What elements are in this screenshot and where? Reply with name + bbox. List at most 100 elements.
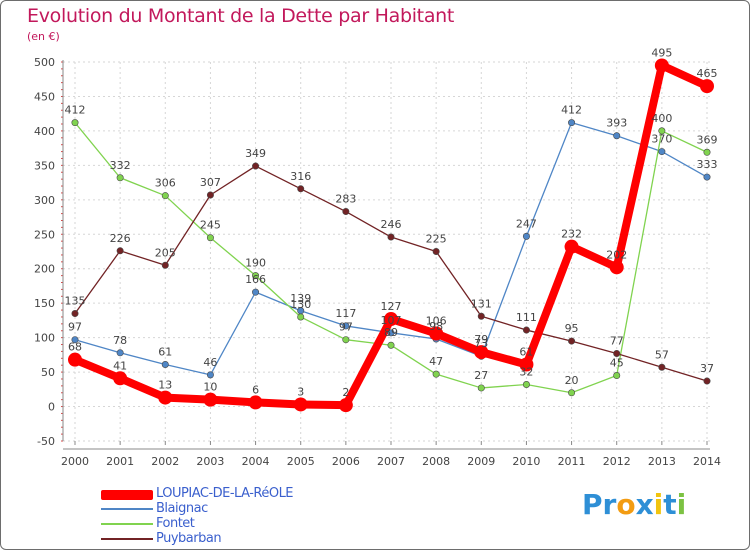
data-point	[429, 326, 444, 341]
data-label: 465	[697, 67, 718, 80]
data-label: 6	[252, 383, 259, 396]
data-point	[703, 148, 711, 156]
logo-letter: r	[602, 488, 617, 521]
data-point	[71, 119, 79, 127]
data-label: 111	[516, 311, 537, 324]
data-label: 117	[335, 307, 356, 320]
data-point	[432, 370, 440, 378]
legend-swatch	[101, 538, 153, 540]
y-tick-label: 250	[34, 228, 55, 241]
x-tick-label: 2002	[151, 455, 179, 468]
data-point	[206, 191, 214, 199]
data-label: 166	[245, 273, 266, 286]
data-point	[477, 384, 485, 392]
data-point	[252, 272, 260, 280]
y-tick-label: 150	[34, 297, 55, 310]
data-point	[613, 132, 621, 140]
data-label: 47	[429, 355, 443, 368]
data-label: 89	[384, 326, 398, 339]
data-point	[658, 363, 666, 371]
data-point	[387, 329, 395, 337]
chart-title: Evolution du Montant de la Dette par Hab…	[27, 5, 455, 27]
y-tick-label: 500	[34, 56, 55, 69]
data-point	[568, 119, 576, 127]
y-tick-label: 350	[34, 159, 55, 172]
y-tick-label: 100	[34, 332, 55, 345]
data-point	[252, 288, 260, 296]
legend-label: Puybarban	[156, 531, 222, 546]
data-point	[658, 148, 666, 156]
data-point	[387, 233, 395, 241]
data-label: 307	[200, 176, 221, 189]
data-point	[342, 336, 350, 344]
x-tick-label: 2012	[603, 455, 631, 468]
data-point	[564, 239, 579, 254]
data-point	[297, 313, 305, 321]
logo-letter: P	[582, 488, 603, 521]
data-label: 45	[610, 357, 624, 370]
data-label: 127	[381, 300, 402, 313]
data-label: 316	[290, 170, 311, 183]
y-tick-label: 450	[34, 90, 55, 103]
data-point	[68, 352, 82, 367]
data-point	[522, 232, 530, 240]
legend-label: Fontet	[156, 516, 195, 531]
data-point	[297, 185, 305, 193]
data-point	[519, 357, 534, 372]
data-label: 97	[68, 321, 82, 334]
data-label: 349	[245, 147, 266, 160]
data-label: 57	[655, 348, 669, 361]
proxiti-logo: Proxiti	[582, 488, 686, 521]
y-tick-label: -50	[37, 435, 55, 448]
data-label: 79	[474, 333, 488, 346]
data-point	[116, 349, 124, 357]
x-tick-label: 2003	[196, 455, 224, 468]
data-label: 2	[342, 386, 349, 399]
data-label: 61	[519, 346, 533, 359]
x-tick-label: 2014	[693, 455, 721, 468]
data-point	[387, 341, 395, 349]
data-label: 400	[651, 112, 672, 125]
x-tick-label: 2000	[61, 455, 89, 468]
data-label: 13	[158, 379, 172, 392]
data-label: 107	[381, 314, 402, 327]
data-point	[568, 389, 576, 397]
data-point	[700, 79, 714, 94]
data-point	[703, 173, 711, 181]
data-label: 412	[561, 104, 582, 117]
data-label: 41	[113, 359, 127, 372]
x-tick-label: 2010	[512, 455, 540, 468]
data-label: 97	[339, 321, 353, 334]
x-tick-label: 2005	[287, 455, 315, 468]
data-point	[116, 247, 124, 255]
x-tick-label: 2007	[377, 455, 405, 468]
data-label: 247	[516, 217, 537, 230]
data-point	[116, 174, 124, 182]
data-point	[203, 392, 218, 407]
logo-letter: i	[653, 488, 664, 521]
data-point	[613, 372, 621, 380]
data-label: 283	[335, 193, 356, 206]
data-label: 73	[474, 337, 488, 350]
data-point	[342, 208, 350, 216]
logo-letter: t	[663, 488, 677, 521]
y-tick-label: 300	[34, 194, 55, 207]
data-point	[432, 248, 440, 256]
data-point	[161, 361, 169, 369]
data-label: 226	[110, 232, 131, 245]
y-tick-label: 0	[48, 401, 55, 414]
data-label: 225	[426, 233, 447, 246]
data-point	[522, 326, 530, 334]
data-label: 130	[290, 298, 311, 311]
data-label: 412	[65, 104, 86, 117]
data-label: 202	[606, 248, 627, 261]
y-tick-label: 200	[34, 263, 55, 276]
data-label: 369	[697, 133, 718, 146]
data-label: 306	[155, 177, 176, 190]
data-label: 95	[565, 322, 579, 335]
data-label: 98	[429, 320, 443, 333]
data-label: 332	[110, 159, 131, 172]
data-label: 190	[245, 257, 266, 270]
